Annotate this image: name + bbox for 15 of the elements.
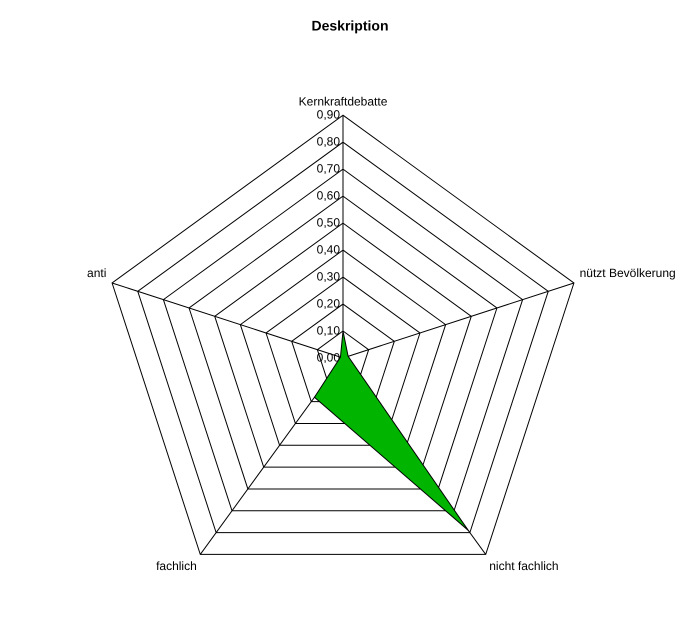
spoke-label: nicht fachlich [489, 558, 559, 573]
spoke-label: nützt Bevölkerung [580, 266, 676, 280]
y-tick-label: 0,40 [316, 242, 340, 256]
y-tick-label: 0,30 [316, 269, 340, 284]
y-tick-label: 0,60 [316, 188, 340, 202]
y-tick-label: 0,50 [316, 215, 340, 230]
spoke-label: anti [87, 266, 106, 280]
y-tick-label: 0,10 [316, 323, 340, 338]
y-tick-label: 0,20 [316, 296, 340, 310]
spoke-label: fachlich [156, 558, 197, 573]
spoke-label: Kernkraftdebatte [298, 94, 388, 108]
chart-title: Deskription [311, 17, 389, 34]
y-tick-label: 0,90 [316, 108, 340, 122]
y-tick-label: 0,80 [316, 134, 340, 148]
y-tick-label: 0,70 [316, 161, 340, 176]
